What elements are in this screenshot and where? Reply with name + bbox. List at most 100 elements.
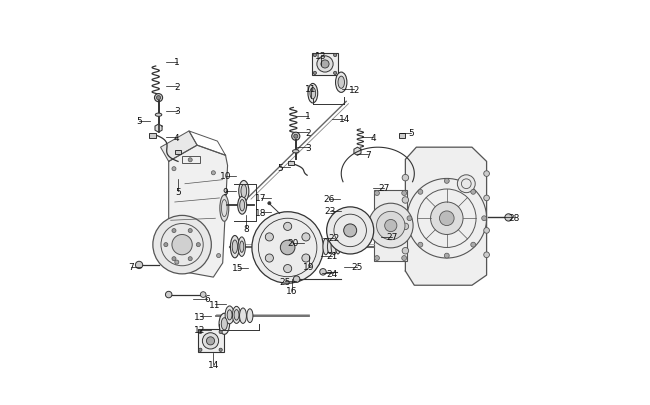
Circle shape <box>135 262 143 269</box>
Circle shape <box>402 197 409 204</box>
Text: 4: 4 <box>174 133 179 142</box>
Circle shape <box>268 202 271 205</box>
Circle shape <box>484 171 489 177</box>
Text: 5: 5 <box>175 187 181 196</box>
Circle shape <box>326 207 374 254</box>
Circle shape <box>157 96 161 100</box>
Circle shape <box>294 135 298 139</box>
Bar <box>175 151 181 155</box>
Circle shape <box>439 211 454 226</box>
Circle shape <box>188 229 192 233</box>
Circle shape <box>166 292 172 298</box>
Ellipse shape <box>308 84 318 104</box>
Circle shape <box>175 260 179 264</box>
Circle shape <box>199 348 202 352</box>
Circle shape <box>430 202 463 235</box>
Text: 1: 1 <box>305 112 311 121</box>
Circle shape <box>188 158 192 162</box>
Circle shape <box>313 72 317 75</box>
Circle shape <box>188 257 192 261</box>
Circle shape <box>320 269 326 275</box>
Circle shape <box>172 235 192 255</box>
Circle shape <box>471 243 476 247</box>
Circle shape <box>369 204 413 248</box>
Circle shape <box>265 233 274 241</box>
Text: 11: 11 <box>305 85 317 94</box>
Text: 5: 5 <box>278 164 283 173</box>
Text: 3: 3 <box>174 107 179 116</box>
Circle shape <box>172 167 176 171</box>
Text: 26: 26 <box>323 195 335 204</box>
Text: 17: 17 <box>255 194 266 203</box>
Text: 5: 5 <box>408 129 414 138</box>
Circle shape <box>317 57 333 73</box>
Text: 19: 19 <box>303 263 315 272</box>
Text: 27: 27 <box>386 232 398 241</box>
Bar <box>288 161 294 166</box>
Circle shape <box>484 228 489 234</box>
Circle shape <box>313 54 317 58</box>
Ellipse shape <box>239 181 249 202</box>
Circle shape <box>293 276 300 283</box>
Circle shape <box>484 252 489 258</box>
Ellipse shape <box>240 241 244 253</box>
Text: 16: 16 <box>286 286 298 295</box>
Ellipse shape <box>292 150 299 153</box>
Polygon shape <box>406 148 487 286</box>
Circle shape <box>333 72 337 75</box>
Circle shape <box>407 216 412 221</box>
Text: 18: 18 <box>255 208 266 217</box>
Text: 23: 23 <box>324 207 335 216</box>
Circle shape <box>402 191 407 196</box>
Circle shape <box>505 214 512 222</box>
Circle shape <box>402 256 407 261</box>
Text: 4: 4 <box>370 133 376 142</box>
Circle shape <box>252 212 324 284</box>
Ellipse shape <box>331 239 337 255</box>
Circle shape <box>196 243 200 247</box>
Ellipse shape <box>233 307 240 324</box>
Circle shape <box>202 333 218 349</box>
Text: 25: 25 <box>351 263 362 272</box>
Circle shape <box>471 190 476 195</box>
Ellipse shape <box>335 240 341 254</box>
Ellipse shape <box>227 310 232 320</box>
Circle shape <box>292 133 300 141</box>
Circle shape <box>200 292 206 298</box>
Ellipse shape <box>241 185 246 198</box>
Text: 11: 11 <box>209 300 220 309</box>
Text: 1: 1 <box>174 58 179 67</box>
Circle shape <box>458 175 475 193</box>
Text: 9: 9 <box>223 188 228 196</box>
Polygon shape <box>169 146 227 277</box>
Text: 12: 12 <box>194 326 205 335</box>
Ellipse shape <box>247 309 253 323</box>
Text: 12: 12 <box>348 85 360 94</box>
Text: 10: 10 <box>220 172 231 181</box>
Text: 13: 13 <box>194 312 205 321</box>
Ellipse shape <box>220 195 229 222</box>
Polygon shape <box>161 132 197 162</box>
Circle shape <box>172 257 176 261</box>
Circle shape <box>333 54 337 58</box>
Ellipse shape <box>350 219 356 239</box>
Circle shape <box>302 254 310 262</box>
Ellipse shape <box>238 197 246 215</box>
Text: 7: 7 <box>128 263 134 272</box>
Circle shape <box>172 229 176 233</box>
Ellipse shape <box>232 240 237 254</box>
Circle shape <box>418 243 422 247</box>
Text: 5: 5 <box>136 117 142 126</box>
Text: 6: 6 <box>204 294 210 303</box>
Circle shape <box>219 348 222 352</box>
Circle shape <box>280 241 295 255</box>
Circle shape <box>374 256 380 261</box>
Text: 25: 25 <box>280 277 291 286</box>
Circle shape <box>199 330 202 334</box>
Text: 27: 27 <box>378 184 389 193</box>
Circle shape <box>374 191 380 196</box>
Ellipse shape <box>230 236 239 258</box>
Text: 28: 28 <box>508 213 519 222</box>
Circle shape <box>207 337 215 345</box>
Circle shape <box>385 220 397 232</box>
